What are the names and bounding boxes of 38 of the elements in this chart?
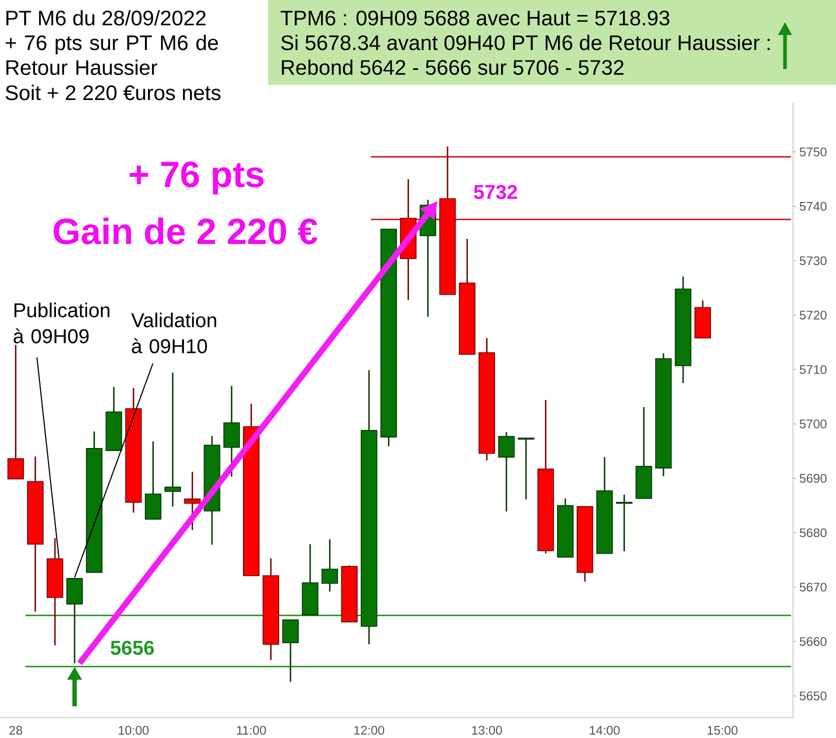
x-tick-label: 11:00 xyxy=(237,726,266,735)
annotation: Gain de 2 220 € xyxy=(54,218,318,244)
x-tick-label: 14:00 xyxy=(590,726,620,735)
annotation: 5656 xyxy=(110,640,154,655)
y-tick-label: 5700 xyxy=(800,420,827,428)
candlestick xyxy=(7,344,24,480)
candlestick xyxy=(616,494,632,552)
chart-subtitle: + 76 pts sur PT M6 de Retour Haussier xyxy=(6,34,218,75)
x-tick-label: 15:00 xyxy=(708,726,738,735)
y-tick-label: 5690 xyxy=(800,474,827,483)
y-tick-label: 5660 xyxy=(800,637,827,646)
x-tick-label: 13:00 xyxy=(472,726,502,735)
y-tick-label: 5650 xyxy=(800,692,827,700)
y-tick-label: 5720 xyxy=(800,310,827,320)
annotation: Validation à 09H10 xyxy=(131,312,216,354)
annotation: 5732 xyxy=(474,184,517,200)
candlestick xyxy=(164,372,181,508)
y-tick-label: 5730 xyxy=(800,256,827,266)
x-tick-label: 28 xyxy=(9,726,22,735)
y-tick-label: 5740 xyxy=(800,202,827,211)
y-tick-label: 5680 xyxy=(800,528,827,538)
annotation: Publication à 09H09 xyxy=(14,302,110,344)
x-tick-label: 10:00 xyxy=(118,726,149,735)
text: Soit + 2 220 €uros nets xyxy=(6,84,220,100)
y-tick-label: 5670 xyxy=(800,582,827,592)
candlestick xyxy=(184,471,201,531)
x-tick-label: 12:00 xyxy=(354,726,384,735)
candlestick xyxy=(498,431,515,512)
text: Rebond 5642 - 5666 sur 5706 - 5732 xyxy=(282,59,624,75)
y-tick-label: 5750 xyxy=(800,148,827,156)
candlestick xyxy=(322,538,338,592)
annotation: + 76 pts xyxy=(130,162,264,195)
text: TPM6 : 09H09 5688 avec Haut = 5718.93 xyxy=(280,10,670,26)
candlestick xyxy=(518,437,534,500)
text: Si 5678.34 avant 09H40 PT M6 de Retour Haussier : xyxy=(281,34,770,50)
candlestick xyxy=(282,619,299,682)
y-tick-label: 5710 xyxy=(800,365,827,374)
chart-title: PT M6 du 28/09/2022 xyxy=(6,10,206,26)
